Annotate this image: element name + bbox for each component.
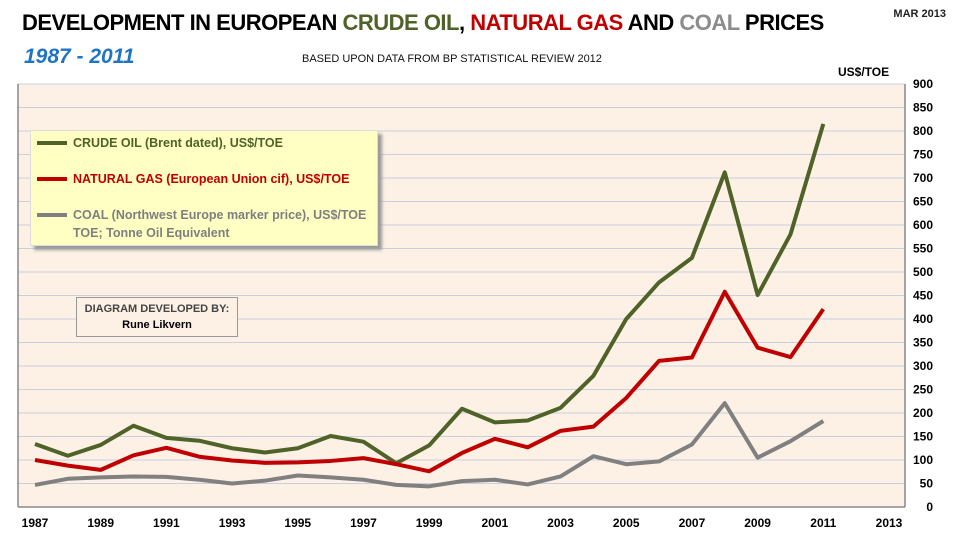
title-text: AND <box>622 10 680 35</box>
y-tick-label: 0 <box>926 500 933 514</box>
x-tick-label: 1989 <box>87 516 114 530</box>
x-tick-label: 2013 <box>876 516 903 530</box>
chart-title: DEVELOPMENT IN EUROPEAN CRUDE OIL, NATUR… <box>22 10 824 36</box>
legend: CRUDE OIL (Brent dated), US$/TOE NATURAL… <box>30 130 378 246</box>
legend-label: COAL (Northwest Europe marker price), US… <box>73 208 367 222</box>
y-axis-unit: US$/TOE <box>838 65 890 79</box>
x-tick-label: 1999 <box>416 516 443 530</box>
y-tick-label: 300 <box>913 359 933 373</box>
y-tick-label: 200 <box>913 406 933 420</box>
y-tick-label: 850 <box>913 101 933 115</box>
y-tick-label: 150 <box>913 430 933 444</box>
legend-swatch <box>37 177 67 181</box>
title-oil: CRUDE OIL <box>342 10 459 35</box>
y-tick-label: 550 <box>913 242 933 256</box>
legend-item-oil: CRUDE OIL (Brent dated), US$/TOE <box>37 136 283 150</box>
credit-name: Rune Likvern <box>122 319 192 331</box>
x-tick-label: 1993 <box>219 516 246 530</box>
legend-item-gas: NATURAL GAS (European Union cif), US$/TO… <box>37 172 349 186</box>
y-tick-label: 600 <box>913 218 933 232</box>
y-tick-label: 500 <box>913 265 933 279</box>
y-tick-label: 900 <box>913 77 933 91</box>
legend-label: NATURAL GAS (European Union cif), US$/TO… <box>73 172 350 186</box>
x-tick-label: 1995 <box>284 516 311 530</box>
title-coal: COAL <box>679 10 740 35</box>
x-tick-label: 2005 <box>613 516 640 530</box>
legend-label: CRUDE OIL (Brent dated), US$/TOE <box>73 136 283 150</box>
x-tick-label: 2007 <box>679 516 706 530</box>
title-text: DEVELOPMENT IN EUROPEAN <box>22 10 343 35</box>
credit-label: DIAGRAM DEVELOPED BY: <box>84 303 230 315</box>
y-tick-label: 450 <box>913 289 933 303</box>
y-tick-label: 750 <box>913 148 933 162</box>
series-line-coal <box>34 401 825 489</box>
title-text: PRICES <box>739 10 824 35</box>
series-line-gas <box>34 289 825 474</box>
legend-swatch <box>37 141 67 145</box>
x-tick-label: 2003 <box>547 516 574 530</box>
legend-item-coal: COAL (Northwest Europe marker price), US… <box>37 208 366 222</box>
x-tick-label: 2009 <box>744 516 771 530</box>
y-tick-label: 100 <box>913 453 933 467</box>
x-tick-label: 2011 <box>810 516 836 530</box>
legend-swatch <box>37 213 67 217</box>
series-line-oil <box>34 123 826 466</box>
y-tick-label: 400 <box>913 312 933 326</box>
x-tick-label: 2001 <box>481 516 508 530</box>
y-tick-label: 350 <box>913 336 933 350</box>
legend-note: TOE; Tonne Oil Equivalent <box>73 226 230 240</box>
x-tick-label: 1997 <box>350 516 377 530</box>
y-tick-label: 250 <box>913 383 933 397</box>
y-tick-label: 700 <box>913 171 933 185</box>
source-note: BASED UPON DATA FROM BP STATISTICAL REVI… <box>302 53 602 65</box>
title-text: , <box>458 10 471 35</box>
y-tick-label: 50 <box>920 477 934 491</box>
title-gas: NATURAL GAS <box>470 10 623 35</box>
x-tick-label: 1991 <box>153 516 180 530</box>
date-label: MAR 2013 <box>893 8 946 20</box>
y-tick-label: 800 <box>913 124 933 138</box>
year-range: 1987 - 2011 <box>24 45 135 68</box>
y-tick-label: 650 <box>913 195 933 209</box>
x-tick-label: 1987 <box>22 516 49 530</box>
credit-box: DIAGRAM DEVELOPED BY: Rune Likvern <box>76 297 238 337</box>
